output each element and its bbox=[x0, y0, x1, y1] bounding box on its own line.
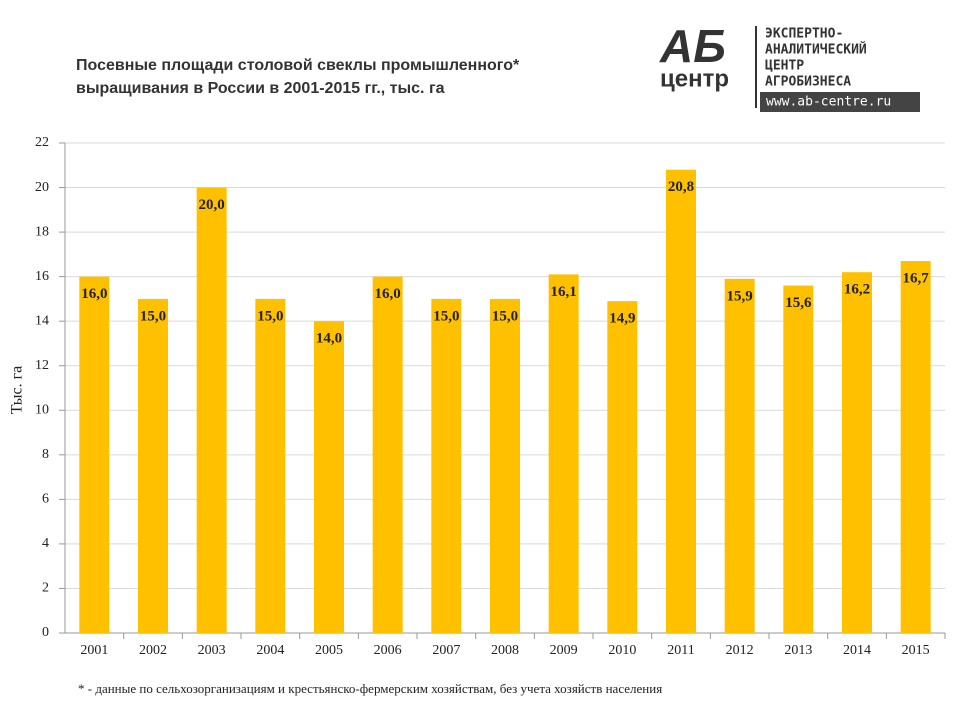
x-tick-label: 2003 bbox=[198, 643, 226, 658]
x-tick-label: 2005 bbox=[315, 643, 343, 658]
logo-line: АНАЛИТИЧЕСКИЙ bbox=[765, 42, 867, 58]
value-label: 15,0 bbox=[140, 308, 166, 324]
y-tick-label: 22 bbox=[35, 135, 49, 150]
value-label: 16,0 bbox=[81, 286, 107, 302]
bar bbox=[724, 278, 755, 633]
y-tick-label: 20 bbox=[35, 180, 49, 195]
bar bbox=[372, 276, 403, 633]
y-tick-label: 2 bbox=[42, 581, 49, 596]
chart-title: выращивания в России в 2001-2015 гг., ты… bbox=[76, 80, 445, 97]
y-tick-label: 10 bbox=[35, 402, 49, 417]
y-tick-label: 12 bbox=[35, 358, 49, 373]
logo-sub: центр bbox=[660, 65, 729, 92]
logo-line: ЭКСПЕРТНО- bbox=[765, 27, 843, 42]
y-tick-label: 0 bbox=[42, 625, 49, 640]
bar bbox=[666, 169, 696, 633]
value-label: 14,0 bbox=[316, 331, 342, 347]
x-tick-label: 2011 bbox=[667, 643, 694, 658]
bar bbox=[138, 298, 168, 633]
y-tick-label: 8 bbox=[42, 447, 49, 462]
x-tick-label: 2013 bbox=[784, 643, 812, 658]
value-label: 16,7 bbox=[903, 270, 930, 286]
value-label: 16,1 bbox=[551, 284, 577, 300]
value-label: 14,9 bbox=[609, 311, 635, 327]
x-tick-label: 2007 bbox=[432, 643, 460, 658]
value-label: 20,0 bbox=[199, 197, 225, 213]
y-tick-label: 16 bbox=[35, 269, 49, 284]
value-label: 15,0 bbox=[257, 308, 283, 324]
y-axis-label: Тыс. га bbox=[9, 366, 26, 415]
value-label: 20,8 bbox=[668, 179, 694, 195]
bar bbox=[548, 274, 579, 633]
y-tick-label: 6 bbox=[42, 492, 49, 507]
x-tick-label: 2012 bbox=[726, 643, 754, 658]
y-tick-label: 4 bbox=[42, 536, 49, 551]
logo-url: www.ab-centre.ru bbox=[766, 95, 891, 110]
bar bbox=[900, 261, 931, 633]
bar bbox=[431, 298, 462, 633]
value-label: 15,0 bbox=[492, 308, 518, 324]
x-tick-label: 2015 bbox=[902, 643, 930, 658]
x-tick-label: 2014 bbox=[843, 643, 871, 658]
value-label: 15,6 bbox=[785, 295, 812, 311]
value-label: 15,0 bbox=[433, 308, 459, 324]
y-tick-label: 14 bbox=[35, 313, 49, 328]
bar bbox=[490, 298, 520, 633]
x-tick-label: 2002 bbox=[139, 643, 167, 658]
value-label: 15,9 bbox=[727, 288, 753, 304]
x-tick-label: 2009 bbox=[550, 643, 578, 658]
x-tick-label: 2004 bbox=[256, 643, 284, 658]
footnote: * - данные по сельхозорганизациям и крес… bbox=[78, 681, 662, 696]
logo: АБ центр ЭКСПЕРТНО- АНАЛИТИЧЕСКИЙ ЦЕНТР … bbox=[659, 20, 920, 112]
y-tick-label: 18 bbox=[35, 224, 49, 239]
value-label: 16,0 bbox=[375, 286, 401, 302]
x-tick-label: 2010 bbox=[608, 643, 636, 658]
x-tick-label: 2001 bbox=[80, 643, 108, 658]
x-tick-label: 2006 bbox=[374, 643, 402, 658]
x-tick-label: 2008 bbox=[491, 643, 519, 658]
bar bbox=[79, 276, 110, 633]
bar bbox=[842, 272, 872, 633]
bar bbox=[255, 298, 286, 633]
logo-line: ЦЕНТР bbox=[765, 59, 804, 74]
chart-title: Посевные площади столовой свеклы промышл… bbox=[76, 57, 520, 74]
logo-line: АГРОБИЗНЕСА bbox=[765, 75, 851, 90]
bar bbox=[196, 187, 227, 633]
logo-mark: АБ bbox=[659, 20, 726, 72]
bar bbox=[314, 321, 344, 633]
logo-url-bg bbox=[760, 92, 920, 112]
value-label: 16,2 bbox=[844, 282, 870, 298]
bar bbox=[607, 301, 638, 633]
bar bbox=[783, 285, 814, 633]
